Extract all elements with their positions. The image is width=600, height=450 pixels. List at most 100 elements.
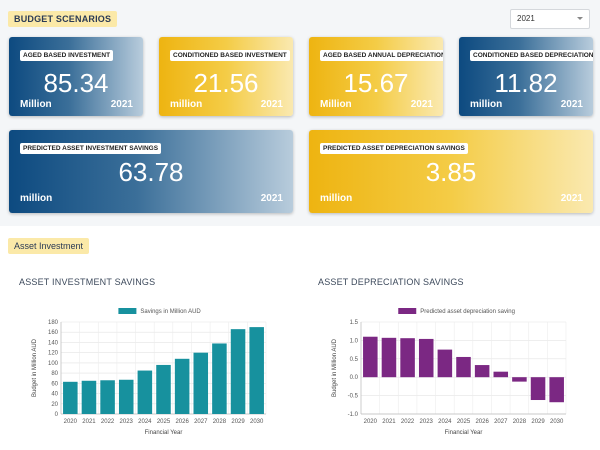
bar — [400, 338, 415, 378]
bar — [174, 358, 190, 414]
y-tick-label: 40 — [51, 392, 58, 398]
legend-swatch — [398, 308, 417, 314]
bar — [381, 337, 397, 378]
chart-title-depreciation: ASSET DEPRECIATION SAVINGS — [318, 277, 464, 287]
y-tick-label: 0 — [55, 412, 59, 418]
x-tick-label: 2023 — [420, 419, 434, 425]
card-unit: Million — [320, 99, 352, 110]
legend-label: Savings in Million AUD — [140, 309, 201, 315]
card-year: 2021 — [560, 99, 583, 110]
bar — [63, 381, 78, 414]
card-year: 2021 — [260, 99, 283, 110]
bar — [418, 338, 434, 378]
budget-scenarios-panel: BUDGET SCENARIOS 2021 AGED BASED INVESTM… — [0, 0, 600, 226]
section-title-budget-scenarios: BUDGET SCENARIOS — [8, 11, 118, 27]
legend-label: Predicted asset depreciation saving — [420, 309, 515, 315]
card-year: 2021 — [560, 193, 583, 204]
x-axis-title: Financial Year — [445, 430, 483, 436]
card-label: CONDITIONED BASED DEPRECIATION — [470, 50, 593, 61]
card-value: 63.78 — [118, 157, 184, 187]
card-aged-based-investment: AGED BASED INVESTMENT 85.34 Million 2021 — [9, 37, 143, 116]
card-year: 2021 — [110, 99, 133, 110]
x-tick-label: 2030 — [250, 419, 264, 425]
y-tick-label: 120 — [48, 351, 59, 357]
bar — [530, 377, 546, 401]
y-tick-label: -0.5 — [348, 394, 359, 400]
year-select[interactable]: 2021 — [510, 9, 590, 29]
card-predicted-asset-investment-savings: PREDICTED ASSET INVESTMENT SAVINGS 63.78… — [9, 130, 293, 213]
x-tick-label: 2021 — [382, 419, 396, 425]
bar — [156, 364, 171, 414]
card-unit: million — [170, 99, 203, 110]
card-value: 15.67 — [343, 68, 409, 98]
card-label: AGED BASED INVESTMENT — [20, 50, 114, 61]
year-select-value: 2021 — [517, 14, 535, 23]
card-unit: million — [20, 193, 53, 204]
card-aged-based-annual-depreciation: AGED BASED ANNUAL DEPRECIATION 15.67 Mil… — [309, 37, 443, 116]
investment-savings-chart: Savings in Million AUD 0 20 40 60 80 100 120 140… — [32, 308, 267, 436]
card-year: 2021 — [260, 193, 283, 204]
x-tick-label: 2021 — [82, 419, 96, 425]
card-value: 3.85 — [425, 157, 477, 187]
bar — [474, 365, 490, 378]
x-tick-label: 2027 — [494, 419, 508, 425]
y-tick-label: 80 — [51, 371, 58, 377]
bar — [118, 379, 134, 414]
y-tick-label: 180 — [48, 320, 59, 326]
y-tick-label: -1.0 — [348, 412, 359, 418]
y-axis-title: Budget in Million AUD — [32, 338, 38, 397]
y-tick-label: 1.5 — [350, 320, 359, 326]
card-unit: million — [320, 193, 353, 204]
x-axis-title: Financial Year — [145, 430, 183, 436]
chart-title-investment: ASSET INVESTMENT SAVINGS — [19, 277, 156, 287]
bar — [100, 380, 115, 414]
card-label: CONDITIONED BASED INVESTMENT — [170, 50, 290, 61]
y-tick-label: 160 — [48, 330, 59, 336]
x-tick-label: 2027 — [194, 419, 208, 425]
x-tick-label: 2024 — [438, 419, 452, 425]
card-label: AGED BASED ANNUAL DEPRECIATION — [320, 50, 443, 61]
bar — [212, 343, 227, 414]
y-tick-label: 0.5 — [350, 357, 359, 363]
y-tick-label: 100 — [48, 361, 59, 367]
bar — [137, 370, 153, 414]
y-tick-label: 20 — [51, 402, 58, 408]
bar — [249, 327, 264, 414]
bar — [363, 336, 378, 378]
card-value: 21.56 — [193, 68, 259, 98]
bar — [456, 356, 471, 378]
section-title-asset-investment: Asset Investment — [8, 238, 90, 254]
y-tick-label: 60 — [51, 381, 58, 387]
card-value: 11.82 — [494, 68, 558, 98]
x-tick-label: 2028 — [513, 419, 527, 425]
x-tick-label: 2024 — [138, 419, 152, 425]
x-tick-label: 2020 — [64, 419, 78, 425]
chevron-down-icon — [577, 17, 583, 20]
x-tick-label: 2023 — [120, 419, 134, 425]
bar — [493, 371, 509, 378]
depreciation-savings-chart: Predicted asset depreciation saving -1.0 -… — [332, 308, 567, 436]
bar — [437, 349, 453, 378]
card-predicted-asset-depreciation-savings: PREDICTED ASSET DEPRECIATION SAVINGS 3.8… — [309, 130, 593, 213]
x-tick-label: 2020 — [364, 419, 378, 425]
y-tick-label: 140 — [48, 340, 59, 346]
card-unit: million — [470, 99, 503, 110]
y-tick-label: 0.0 — [350, 375, 359, 381]
card-conditioned-based-depreciation: CONDITIONED BASED DEPRECIATION 11.82 mil… — [459, 37, 593, 116]
x-tick-label: 2026 — [175, 419, 189, 425]
card-label: PREDICTED ASSET INVESTMENT SAVINGS — [20, 143, 162, 154]
x-tick-label: 2029 — [531, 419, 545, 425]
x-tick-label: 2030 — [550, 419, 564, 425]
x-tick-label: 2025 — [157, 419, 171, 425]
bar — [193, 352, 209, 414]
card-value: 85.34 — [43, 68, 109, 98]
card-label: PREDICTED ASSET DEPRECIATION SAVINGS — [320, 143, 468, 154]
card-conditioned-based-investment: CONDITIONED BASED INVESTMENT 21.56 milli… — [159, 37, 293, 116]
x-tick-label: 2026 — [475, 419, 489, 425]
card-unit: Million — [20, 99, 52, 110]
x-tick-label: 2029 — [231, 419, 245, 425]
legend-swatch — [118, 308, 137, 314]
x-tick-label: 2022 — [401, 419, 415, 425]
y-axis-title: Budget in Million AUD — [332, 338, 338, 397]
x-tick-label: 2028 — [213, 419, 227, 425]
